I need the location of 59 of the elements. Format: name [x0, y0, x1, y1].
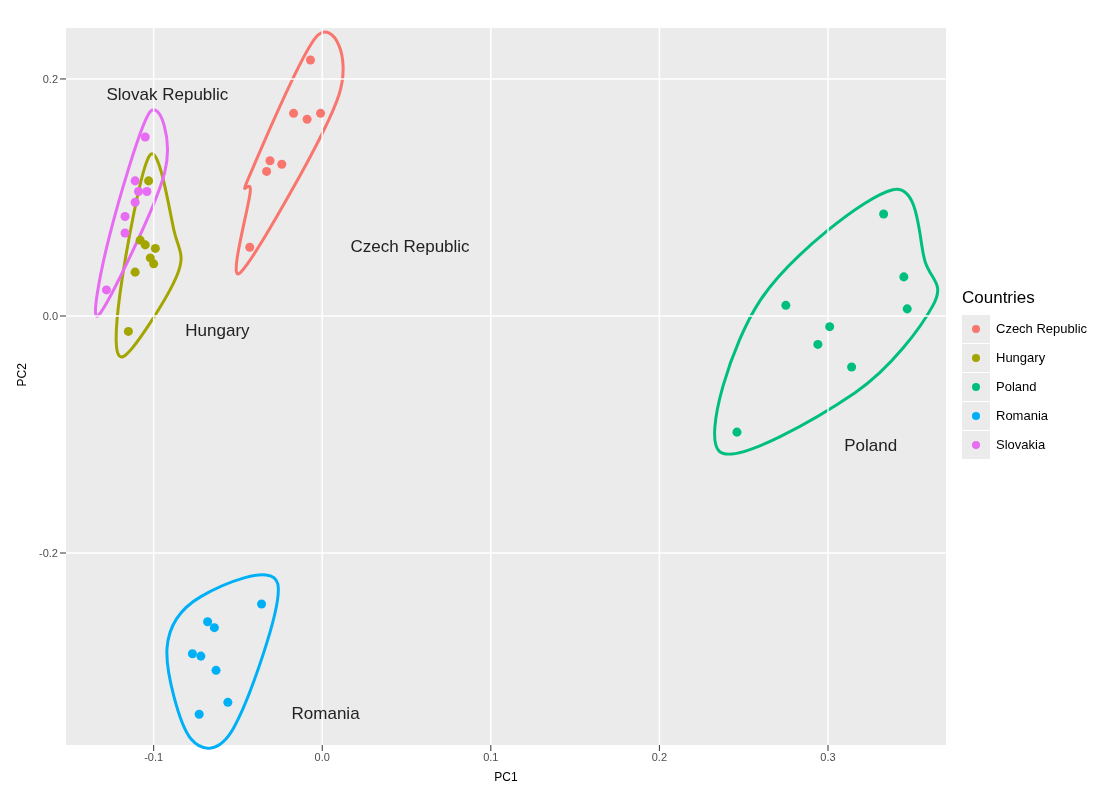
point	[211, 665, 221, 675]
point	[257, 599, 267, 609]
point	[187, 649, 197, 659]
legend-title: Countries	[962, 288, 1036, 308]
legend-label: Romania	[996, 408, 1049, 423]
point	[123, 326, 133, 336]
point	[130, 176, 140, 186]
point	[899, 272, 909, 282]
point	[825, 322, 835, 332]
point	[149, 259, 159, 269]
point	[140, 132, 150, 142]
legend-label: Slovakia	[996, 437, 1046, 452]
point	[144, 176, 154, 186]
y-axis-title: PC2	[15, 362, 30, 387]
point	[130, 197, 140, 207]
point	[150, 243, 160, 253]
y-tick-label: 0.0	[42, 309, 58, 322]
point	[120, 228, 130, 238]
point	[140, 240, 150, 250]
point	[196, 651, 206, 661]
x-tick-label: 0.2	[651, 750, 668, 763]
point	[130, 267, 140, 277]
point	[902, 304, 912, 314]
point	[203, 617, 213, 627]
annotation: Slovak Republic	[106, 84, 229, 104]
point	[142, 187, 152, 197]
point	[265, 156, 275, 166]
point	[209, 623, 219, 633]
point	[289, 108, 299, 118]
point	[101, 285, 111, 295]
y-tick-label: -0.2	[39, 546, 58, 559]
point	[813, 339, 823, 349]
x-tick-label: 0.3	[820, 750, 836, 763]
point	[133, 187, 143, 197]
x-tick-label: 0.0	[314, 750, 330, 763]
y-tick-label: 0.2	[42, 72, 58, 85]
point	[262, 166, 272, 176]
point	[120, 211, 130, 221]
point	[732, 427, 742, 437]
annotation: Czech Republic	[350, 236, 471, 256]
point	[245, 242, 255, 252]
x-tick-label: 0.1	[483, 750, 499, 763]
point	[277, 159, 287, 169]
legend-label: Poland	[996, 379, 1037, 394]
point	[847, 362, 857, 372]
point	[302, 114, 312, 124]
legend-label: Czech Republic	[996, 321, 1088, 336]
annotation: Hungary	[185, 320, 251, 340]
annotation: Poland	[844, 435, 898, 455]
point	[305, 55, 315, 65]
point	[781, 300, 791, 310]
x-tick-label: -0.1	[144, 750, 164, 763]
legend-label: Hungary	[996, 350, 1046, 365]
point	[316, 108, 326, 118]
annotation: Romania	[291, 703, 361, 723]
x-axis-title: PC1	[494, 770, 518, 784]
point	[223, 697, 233, 707]
point	[194, 709, 204, 719]
point	[879, 209, 889, 219]
